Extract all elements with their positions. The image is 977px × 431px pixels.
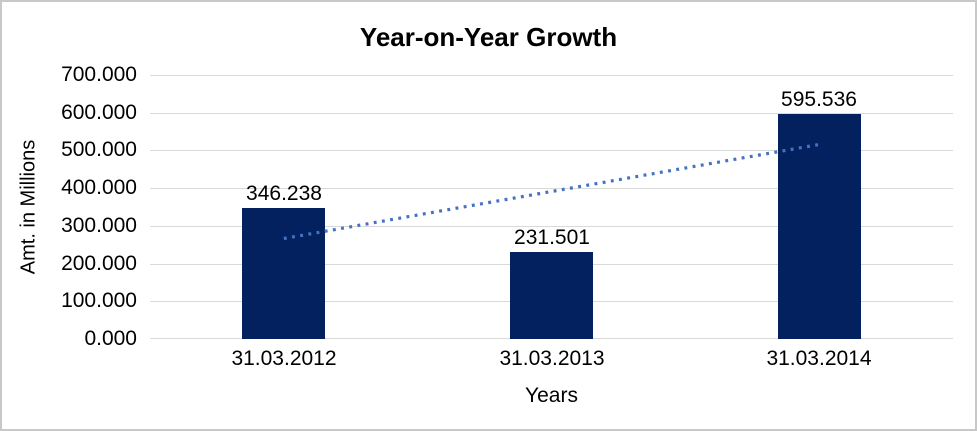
y-tick-label: 400.000	[61, 176, 137, 200]
x-tick-label: 31.03.2013	[499, 347, 605, 370]
gridline	[150, 113, 953, 114]
gridline	[150, 226, 953, 227]
y-tick-label: 100.000	[61, 289, 137, 313]
gridline	[150, 150, 953, 151]
gridline	[150, 75, 953, 76]
y-tick-label: 300.000	[61, 213, 137, 237]
x-tick-label: 31.03.2014	[766, 347, 872, 370]
trendline	[283, 142, 820, 241]
bar-31.03.2012	[242, 208, 325, 339]
x-tick-label: 31.03.2012	[231, 347, 337, 370]
y-tick-label: 0.000	[84, 327, 137, 350]
x-axis-title: Years	[525, 384, 578, 407]
bar-31.03.2014	[778, 114, 861, 339]
plot-area	[150, 75, 953, 339]
bar-31.03.2013	[510, 252, 593, 339]
y-tick-label: 200.000	[61, 251, 137, 275]
y-tick-label: 700.000	[61, 63, 137, 86]
gridline	[150, 188, 953, 189]
chart-title: Year-on-Year Growth	[359, 22, 618, 52]
bar-value-label: 595.536	[781, 88, 857, 111]
bar-value-label: 346.238	[246, 182, 322, 205]
y-tick-label: 500.000	[61, 138, 137, 162]
y-tick-label: 600.000	[61, 100, 137, 124]
bar-value-label: 231.501	[514, 226, 590, 249]
